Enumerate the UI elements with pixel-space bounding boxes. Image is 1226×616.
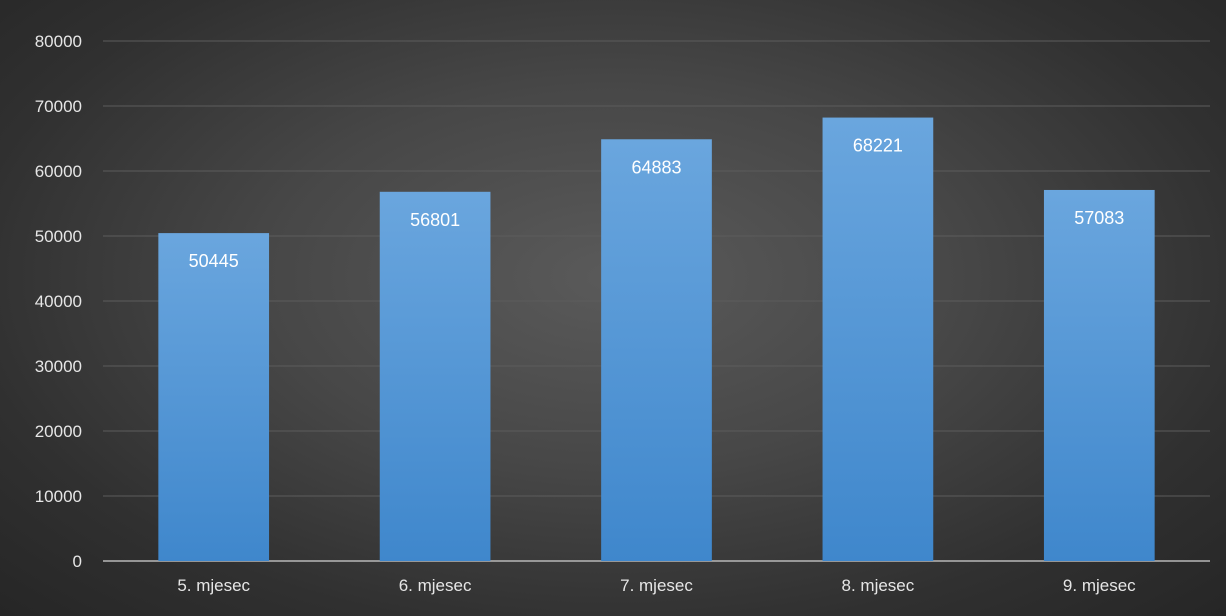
bar-data-label: 64883	[631, 157, 681, 177]
x-category-label: 9. mjesec	[1063, 576, 1136, 595]
y-tick-label: 40000	[35, 292, 82, 311]
y-tick-label: 30000	[35, 357, 82, 376]
bar-data-label: 57083	[1074, 208, 1124, 228]
y-axis-tick-labels: 0 10000 20000 30000 40000 50000 60000 70000 8000…	[35, 32, 82, 571]
bar	[1043, 189, 1155, 561]
bar	[158, 233, 270, 562]
y-tick-label: 10000	[35, 487, 82, 506]
bar	[601, 139, 712, 561]
x-category-label: 7. mjesec	[620, 576, 693, 595]
bars	[158, 117, 1155, 562]
bar	[379, 191, 491, 561]
x-axis-category-labels: 5. mjesec 6. mjesec 7. mjesec 8. mjesec 9. m…	[177, 576, 1136, 595]
bar-data-label: 68221	[853, 136, 903, 156]
x-category-label: 6. mjesec	[399, 576, 472, 595]
y-tick-label: 50000	[35, 227, 82, 246]
data-labels: 50445 56801 64883 68221 57083	[189, 136, 1125, 272]
y-tick-label: 80000	[35, 32, 82, 51]
y-tick-label: 60000	[35, 162, 82, 181]
y-tick-label: 70000	[35, 97, 82, 116]
y-tick-label: 0	[73, 552, 82, 571]
bar-data-label: 56801	[410, 210, 460, 230]
x-category-label: 5. mjesec	[177, 576, 250, 595]
bar	[822, 117, 934, 561]
x-category-label: 8. mjesec	[842, 576, 915, 595]
y-tick-label: 20000	[35, 422, 82, 441]
bar-data-label: 50445	[189, 251, 239, 271]
